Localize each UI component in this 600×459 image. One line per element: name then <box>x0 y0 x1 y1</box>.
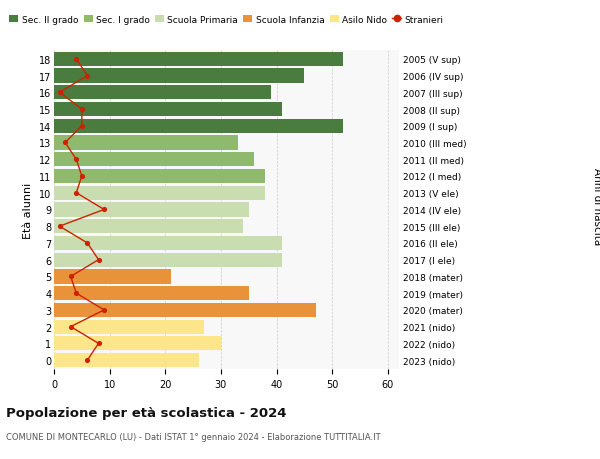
Text: Anni di nascita: Anni di nascita <box>592 168 600 245</box>
Bar <box>54 119 343 134</box>
Point <box>99 207 109 214</box>
Bar <box>54 86 271 100</box>
Point <box>71 190 81 197</box>
Bar <box>54 320 204 334</box>
Bar <box>54 270 171 284</box>
Bar <box>54 136 238 150</box>
Point <box>66 323 76 330</box>
Bar <box>54 203 249 217</box>
Point <box>55 90 64 97</box>
Point <box>61 140 70 147</box>
Point <box>94 257 103 264</box>
Legend: Sec. II grado, Sec. I grado, Scuola Primaria, Scuola Infanzia, Asilo Nido, Stran: Sec. II grado, Sec. I grado, Scuola Prim… <box>6 12 447 28</box>
Text: COMUNE DI MONTECARLO (LU) - Dati ISTAT 1° gennaio 2024 - Elaborazione TUTTITALIA: COMUNE DI MONTECARLO (LU) - Dati ISTAT 1… <box>6 432 380 442</box>
Point <box>71 156 81 163</box>
Text: Popolazione per età scolastica - 2024: Popolazione per età scolastica - 2024 <box>6 406 287 419</box>
Bar <box>54 253 282 267</box>
Bar <box>54 303 316 317</box>
Bar <box>54 53 343 67</box>
Point <box>77 106 86 113</box>
Y-axis label: Età alunni: Età alunni <box>23 182 33 238</box>
Bar <box>54 286 249 301</box>
Point <box>94 340 103 347</box>
Point <box>83 240 92 247</box>
Bar <box>54 153 254 167</box>
Point <box>66 273 76 280</box>
Point <box>83 357 92 364</box>
Bar <box>54 353 199 367</box>
Point <box>71 290 81 297</box>
Point <box>83 73 92 80</box>
Bar <box>54 186 265 201</box>
Point <box>71 56 81 63</box>
Bar <box>54 336 221 351</box>
Bar <box>54 103 282 117</box>
Bar <box>54 69 304 84</box>
Point <box>77 173 86 180</box>
Point <box>99 307 109 314</box>
Bar <box>54 219 243 234</box>
Point <box>55 223 64 230</box>
Point <box>77 123 86 130</box>
Bar <box>54 169 265 184</box>
Bar <box>54 236 282 251</box>
